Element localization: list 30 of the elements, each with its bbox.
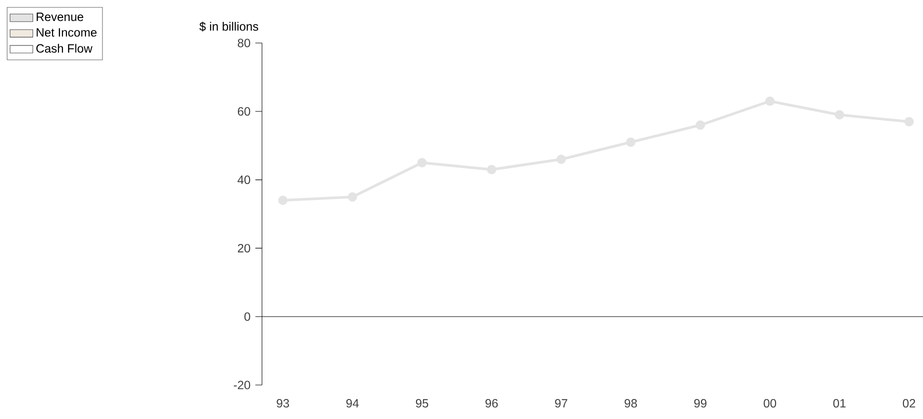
x-tick-label: 00 <box>764 399 776 408</box>
legend-label: Revenue <box>36 12 84 22</box>
x-tick-label: 99 <box>694 399 706 408</box>
x-tick-label: 96 <box>486 399 498 408</box>
x-tick-label: 95 <box>416 399 428 408</box>
point <box>904 116 914 126</box>
point <box>417 158 427 168</box>
x-tick-label: 94 <box>346 399 359 408</box>
point <box>278 196 288 205</box>
legend-label: Cash Flow <box>36 44 92 53</box>
point <box>486 164 496 174</box>
point <box>348 192 358 202</box>
y-tick-label: 0 <box>244 312 250 321</box>
point <box>626 138 636 147</box>
y-tick-label: 60 <box>238 107 250 116</box>
x-tick-label: 01 <box>833 399 846 408</box>
point <box>556 154 566 164</box>
point <box>765 96 775 106</box>
y-tick-label: -20 <box>234 380 250 390</box>
point <box>834 110 844 120</box>
x-tick-label: 02 <box>902 399 916 408</box>
x-tick-label: 98 <box>624 399 637 408</box>
y-axis-title: $ in billions <box>199 22 258 32</box>
point <box>696 120 706 130</box>
y-tick-label: 80 <box>238 38 250 48</box>
legend-label: Net Income <box>36 28 97 37</box>
x-tick-label: 97 <box>555 399 568 408</box>
y-tick-label: 40 <box>238 176 250 184</box>
x-tick-label: 93 <box>276 399 290 408</box>
y-tick-label: 20 <box>238 244 250 252</box>
